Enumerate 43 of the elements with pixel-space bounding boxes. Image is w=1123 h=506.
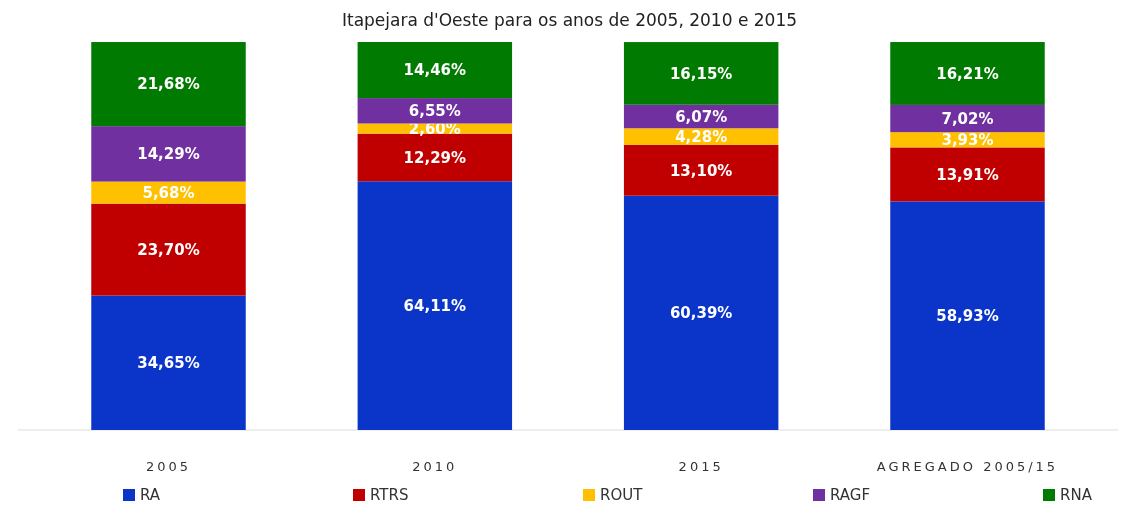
legend-label: RAGF xyxy=(830,486,871,504)
data-label: 6,55% xyxy=(408,102,461,121)
x-tick-label: 2010 xyxy=(412,459,458,474)
bar xyxy=(890,42,1045,105)
data-label: 12,29% xyxy=(403,148,467,167)
legend-label: RNA xyxy=(1060,486,1093,504)
data-label: 23,70% xyxy=(137,240,200,259)
bar xyxy=(357,42,513,99)
data-label: 14,46% xyxy=(403,61,467,80)
data-label: 4,28% xyxy=(675,127,728,146)
x-tick-label: 2015 xyxy=(678,459,724,474)
data-label: 7,02% xyxy=(941,109,994,128)
bar xyxy=(91,295,246,430)
data-label: 16,15% xyxy=(669,64,733,83)
data-label: 60,39% xyxy=(669,304,733,323)
data-label: 6,07% xyxy=(675,107,728,126)
data-label: 3,93% xyxy=(941,131,994,150)
bar xyxy=(357,98,513,124)
bar xyxy=(91,42,246,127)
bar xyxy=(91,203,246,296)
bar xyxy=(623,195,779,430)
legend-label: RA xyxy=(140,486,161,504)
data-label: 64,11% xyxy=(403,296,467,315)
data-label: 34,65% xyxy=(137,354,200,373)
bar xyxy=(91,126,246,182)
data-label: 58,93% xyxy=(936,306,999,325)
bar xyxy=(623,144,779,196)
bar xyxy=(623,42,779,105)
data-label: 16,21% xyxy=(936,64,999,83)
data-label: 13,10% xyxy=(669,161,733,180)
legend-label: RTRS xyxy=(370,486,409,504)
bar xyxy=(890,201,1045,430)
data-label: 21,68% xyxy=(137,75,200,94)
chart-title: Itapejara d'Oeste para os anos de 2005, 2010 e 2015 xyxy=(341,10,798,30)
bar xyxy=(890,104,1045,133)
bar xyxy=(357,181,513,430)
data-label: 13,91% xyxy=(936,165,999,184)
legend-label: ROUT xyxy=(600,486,644,504)
data-label: 14,29% xyxy=(137,145,200,164)
x-tick-label: 2005 xyxy=(145,459,192,474)
bar xyxy=(890,147,1045,202)
data-label: 5,68% xyxy=(142,183,195,202)
x-tick-label: AGREGADO 2005/15 xyxy=(876,459,1059,474)
